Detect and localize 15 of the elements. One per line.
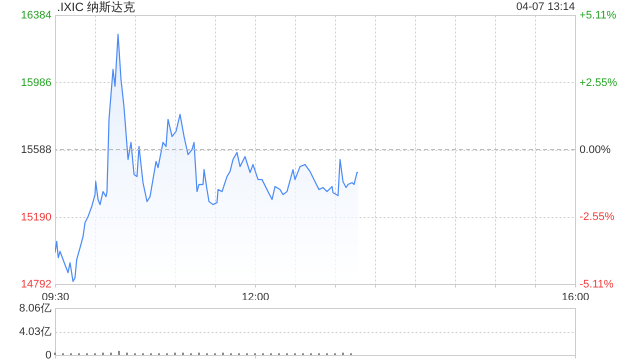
y-tick-label: 15588 (20, 144, 52, 156)
y2-tick-label: +2.55% (580, 76, 618, 89)
text: 04-07 13:14 (516, 1, 575, 13)
y-tick-label: 8.06亿 (19, 302, 52, 314)
y-tick-label: 14792 (20, 278, 52, 290)
y2-tick-label: -5.11% (580, 278, 614, 290)
y-tick-label: 4.03亿 (19, 326, 52, 338)
y-tick-label: 0 (45, 350, 52, 360)
y2-tick-label: 0.00% (580, 144, 611, 156)
y2-tick-label: -2.55% (580, 211, 615, 224)
y2-tick-label: +5.11% (580, 10, 617, 22)
y-tick-label: 15986 (20, 76, 52, 89)
y-tick-label: 15190 (20, 211, 52, 224)
y-tick-label: 16384 (20, 10, 52, 22)
chart-title: .IXIC 纳斯达克 (57, 0, 136, 14)
